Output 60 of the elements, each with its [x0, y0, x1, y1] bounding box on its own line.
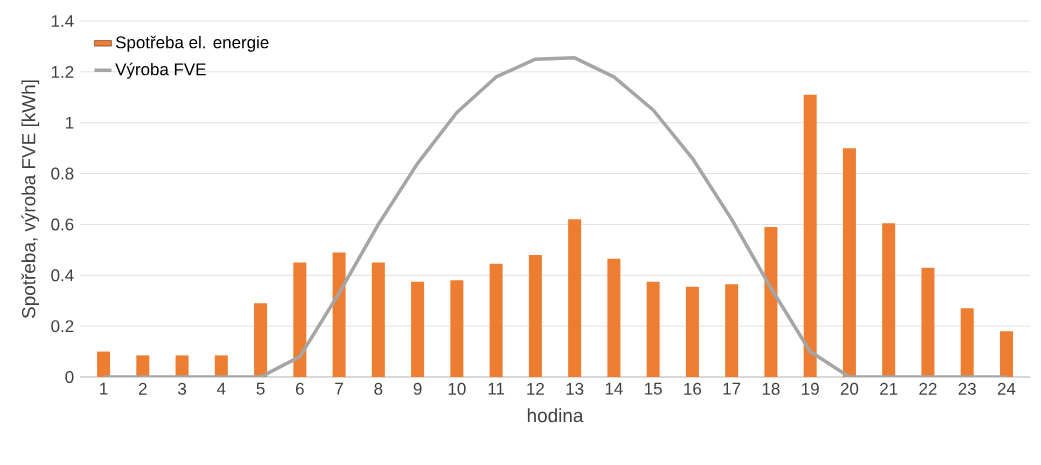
- x-tick-label: 16: [684, 382, 702, 395]
- bar: [607, 258, 621, 377]
- x-tick-label: 10: [448, 382, 466, 395]
- x-tick-label: 18: [762, 382, 780, 395]
- x-tick-label: 7: [335, 382, 343, 395]
- legend-label: Výroba FVE: [115, 62, 206, 79]
- bar: [214, 355, 228, 377]
- bar: [489, 263, 503, 377]
- y-tick-label: 1: [66, 116, 74, 129]
- bar: [254, 303, 268, 377]
- bar: [646, 281, 660, 377]
- legend-label: Spotřeba el. energie: [115, 35, 269, 52]
- bar: [882, 223, 896, 377]
- y-tick-label: 0.6: [51, 218, 74, 231]
- y-tick-label: 0: [65, 371, 74, 383]
- x-tick-label: 12: [527, 382, 544, 395]
- x-tick-label: 11: [488, 382, 505, 395]
- x-tick-label: 4: [217, 382, 226, 395]
- bar: [293, 262, 307, 377]
- x-tick-label: 15: [645, 382, 662, 395]
- bar: [97, 351, 111, 377]
- x-tick-label: 14: [605, 382, 623, 395]
- bar: [175, 355, 189, 377]
- bar: [921, 267, 935, 377]
- y-tick-label: 0.2: [51, 320, 74, 333]
- bar: [450, 280, 464, 377]
- bar: [764, 226, 778, 377]
- bar: [568, 219, 582, 377]
- bar: [842, 148, 856, 377]
- y-axis-title: Spotřeba, výroba FVE [kWh]: [21, 80, 40, 319]
- bar: [999, 331, 1013, 377]
- x-axis-title: hodina: [527, 408, 584, 423]
- bar: [136, 355, 150, 377]
- bar: [411, 281, 425, 377]
- x-tick-label: 21: [880, 382, 898, 395]
- x-tick-label: 23: [958, 382, 976, 395]
- bar: [960, 308, 974, 377]
- bar: [685, 286, 699, 377]
- y-tick-label: 1.2: [51, 65, 74, 78]
- bar: [332, 252, 346, 377]
- y-tick-label: 0.4: [51, 269, 74, 282]
- x-tick-label: 3: [178, 382, 187, 395]
- bar: [803, 94, 817, 377]
- bar: [371, 262, 385, 377]
- x-tick-label: 22: [919, 382, 937, 395]
- x-tick-label: 1: [100, 382, 108, 395]
- x-tick-label: 13: [566, 382, 584, 395]
- x-tick-label: 5: [256, 382, 265, 395]
- x-tick-label: 8: [374, 382, 383, 395]
- x-tick-label: 19: [802, 382, 819, 395]
- x-tick-label: 2: [138, 382, 147, 395]
- x-tick-label: 24: [997, 382, 1016, 395]
- x-tick-label: 6: [295, 382, 304, 395]
- bar: [725, 284, 739, 377]
- y-tick-label: 0.8: [51, 167, 74, 180]
- bar: [528, 254, 542, 377]
- x-tick-label: 17: [723, 382, 741, 395]
- x-tick-label: 20: [840, 382, 859, 395]
- x-tick-label: 9: [413, 382, 422, 395]
- y-tick-label: 1.4: [51, 15, 74, 27]
